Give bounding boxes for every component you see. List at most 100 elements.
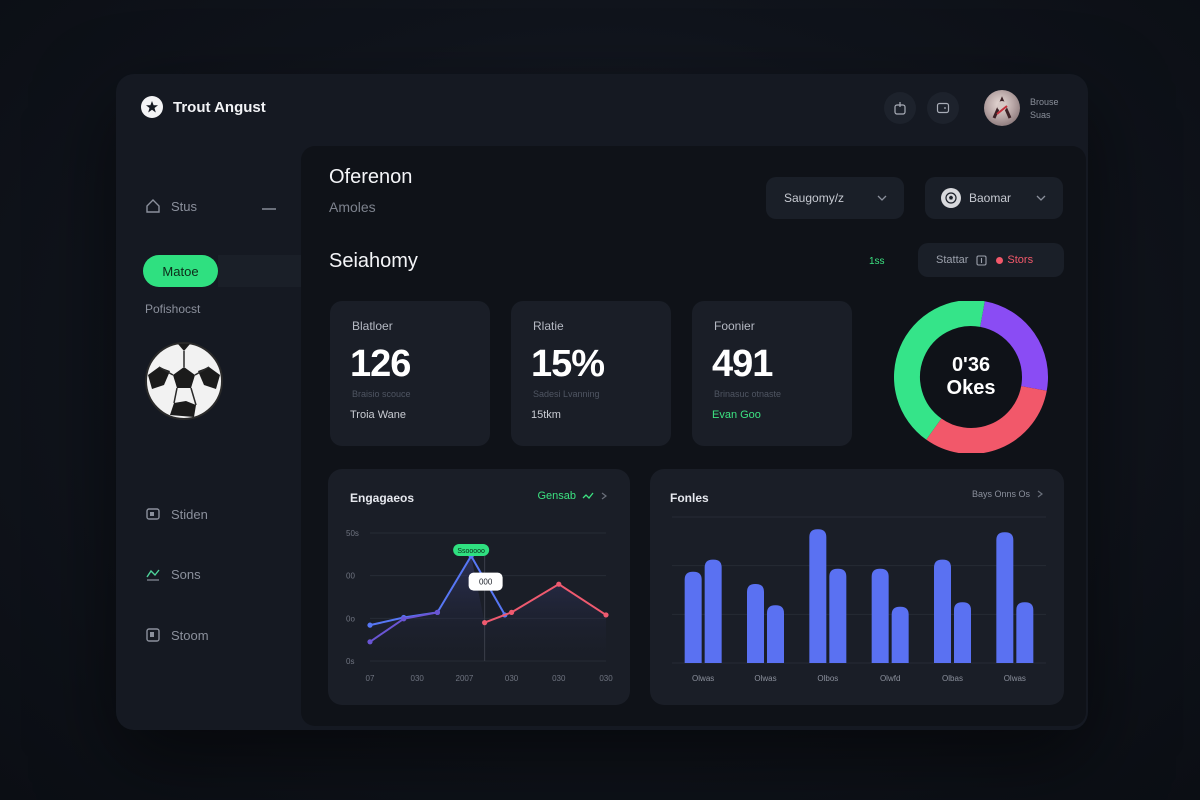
- filter-control[interactable]: Stattar Stors: [918, 243, 1064, 277]
- donut-caption: Okes: [947, 377, 996, 399]
- collapse-handle[interactable]: [262, 208, 276, 210]
- team-select-value: Baomar: [969, 191, 1012, 205]
- stat-subtext: Braisio scouce: [352, 389, 411, 399]
- sidebar-item-stiden[interactable]: Stiden: [145, 506, 208, 522]
- bar[interactable]: [996, 532, 1014, 663]
- star-logo-icon: [141, 96, 163, 118]
- avatar[interactable]: [984, 90, 1020, 126]
- bar[interactable]: [809, 529, 827, 663]
- doc-icon: [146, 628, 160, 642]
- data-point[interactable]: [434, 609, 441, 615]
- home-icon: [146, 199, 160, 213]
- x-tick-label: Olbos: [817, 674, 838, 683]
- chevron-down-icon: [1036, 195, 1046, 201]
- section-title: Seiahomy: [329, 250, 418, 272]
- sidebar-item-sons[interactable]: Sons: [145, 566, 201, 582]
- x-tick-label: 030: [599, 674, 613, 683]
- tablet-icon: [936, 102, 950, 114]
- bar[interactable]: [891, 606, 909, 663]
- user-role: Suas: [1030, 110, 1051, 120]
- bar-chart[interactable]: Olwas Olwas Olbos Olwfd Olbas Olwas: [650, 469, 1064, 705]
- data-point[interactable]: [509, 609, 515, 615]
- donut-segment-purple[interactable]: [979, 301, 1048, 391]
- bar[interactable]: [767, 605, 784, 663]
- chevron-down-icon: [877, 195, 887, 201]
- bar[interactable]: [934, 559, 951, 663]
- data-point[interactable]: [367, 639, 373, 645]
- tablet-icon: [146, 508, 160, 520]
- data-point[interactable]: [556, 581, 562, 587]
- donut-segment-pink[interactable]: [926, 385, 1047, 453]
- panel-header-label: Gensab: [537, 490, 576, 502]
- sidebar-item-stus[interactable]: Stus: [145, 198, 197, 214]
- user-name: Brouse: [1030, 97, 1059, 107]
- brand-logo[interactable]: Trout Angust: [141, 96, 266, 118]
- line-chart[interactable]: 50s 00 0o 0s 07 030 2007 030 030 030 Ssooooo 000: [328, 469, 630, 705]
- chevron-right-icon: [1037, 490, 1043, 498]
- chevron-right-icon: [601, 492, 607, 500]
- sidebar-item-label: Stus: [171, 198, 198, 214]
- y-tick-label: 50s: [346, 529, 359, 538]
- panel-title: Fonles: [670, 491, 709, 505]
- annotation-label: Ssooooo: [457, 548, 485, 555]
- data-point[interactable]: [367, 622, 373, 628]
- filter-badge-label: Stors: [1007, 254, 1034, 266]
- y-tick-label: 00: [346, 572, 355, 581]
- sidebar-item-label: Sons: [171, 566, 201, 582]
- bar[interactable]: [954, 602, 971, 663]
- page-subtitle: Amoles: [329, 199, 376, 215]
- filter-label: Stattar: [936, 254, 969, 266]
- stat-card[interactable]: Foonier 491 Brinasuc otnaste Evan Goo: [692, 301, 852, 446]
- record-icon: [996, 256, 1004, 264]
- stat-label: Foonier: [714, 319, 755, 333]
- area-fill: [370, 556, 606, 661]
- data-point[interactable]: [603, 612, 609, 618]
- bar[interactable]: [684, 571, 702, 663]
- x-tick-label: 2007: [456, 674, 474, 683]
- y-tick-label: 0s: [346, 657, 354, 666]
- x-tick-label: Olwas: [754, 674, 776, 683]
- donut-chart[interactable]: 0'36 Okes: [893, 301, 1049, 453]
- stat-value: 491: [712, 343, 773, 385]
- trend-icon: [582, 492, 594, 499]
- share-button[interactable]: [884, 92, 916, 124]
- bar[interactable]: [704, 559, 722, 663]
- y-tick-label: 0o: [346, 614, 355, 623]
- bar[interactable]: [871, 568, 889, 663]
- bar[interactable]: [1016, 602, 1034, 663]
- chart-icon: [146, 569, 160, 581]
- team-select[interactable]: Baomar: [925, 177, 1063, 219]
- data-point[interactable]: [401, 616, 407, 622]
- bar[interactable]: [747, 583, 764, 663]
- filter-badge[interactable]: Stors: [995, 254, 1033, 266]
- series-line-red[interactable]: [484, 583, 607, 624]
- tablet-button[interactable]: [927, 92, 959, 124]
- panel-header-right[interactable]: Gensab: [537, 490, 608, 502]
- user-info[interactable]: Brouse Suas: [1030, 96, 1059, 122]
- tooltip-label: 000: [479, 578, 493, 587]
- filter-icon: [976, 254, 987, 266]
- sidebar-item-label: Stiden: [171, 506, 208, 522]
- stat-label: Blatloer: [352, 319, 393, 333]
- donut-segment-green[interactable]: [894, 301, 985, 440]
- fonles-panel: Fonles Bays Onns Os Olwas Olwas Olbos Olwfd…: [650, 469, 1064, 705]
- stat-label: Rlatie: [533, 319, 564, 333]
- data-point[interactable]: [482, 620, 488, 626]
- panel-header-right[interactable]: Bays Onns Os: [972, 489, 1044, 499]
- sidebar-item-active[interactable]: Matoe: [143, 255, 218, 287]
- bar[interactable]: [829, 568, 847, 663]
- x-tick-label: 030: [552, 674, 566, 683]
- panel-title: Engagaeos: [350, 491, 415, 505]
- engagement-panel: Engagaeos Gensab 50s 00 0o 0s 07 030 2007 030 03…: [328, 469, 630, 705]
- stat-card[interactable]: Rlatie 15% Sadesi Lvanning 15tkm: [511, 301, 671, 446]
- sidebar-item-stoom[interactable]: Stoom: [145, 627, 209, 643]
- stat-value: 15%: [531, 343, 605, 385]
- stat-subtext: Sadesi Lvanning: [533, 389, 600, 399]
- soccer-ball-icon: [145, 342, 223, 420]
- stat-card[interactable]: Blatloer 126 Braisio scouce Troia Wane: [330, 301, 490, 446]
- period-select[interactable]: Saugomy/z: [766, 177, 904, 219]
- x-tick-label: Olwfd: [880, 674, 900, 683]
- x-tick-label: Olbas: [942, 674, 963, 683]
- donut-value: 0'36: [952, 354, 990, 376]
- annotation-pill: [453, 544, 490, 557]
